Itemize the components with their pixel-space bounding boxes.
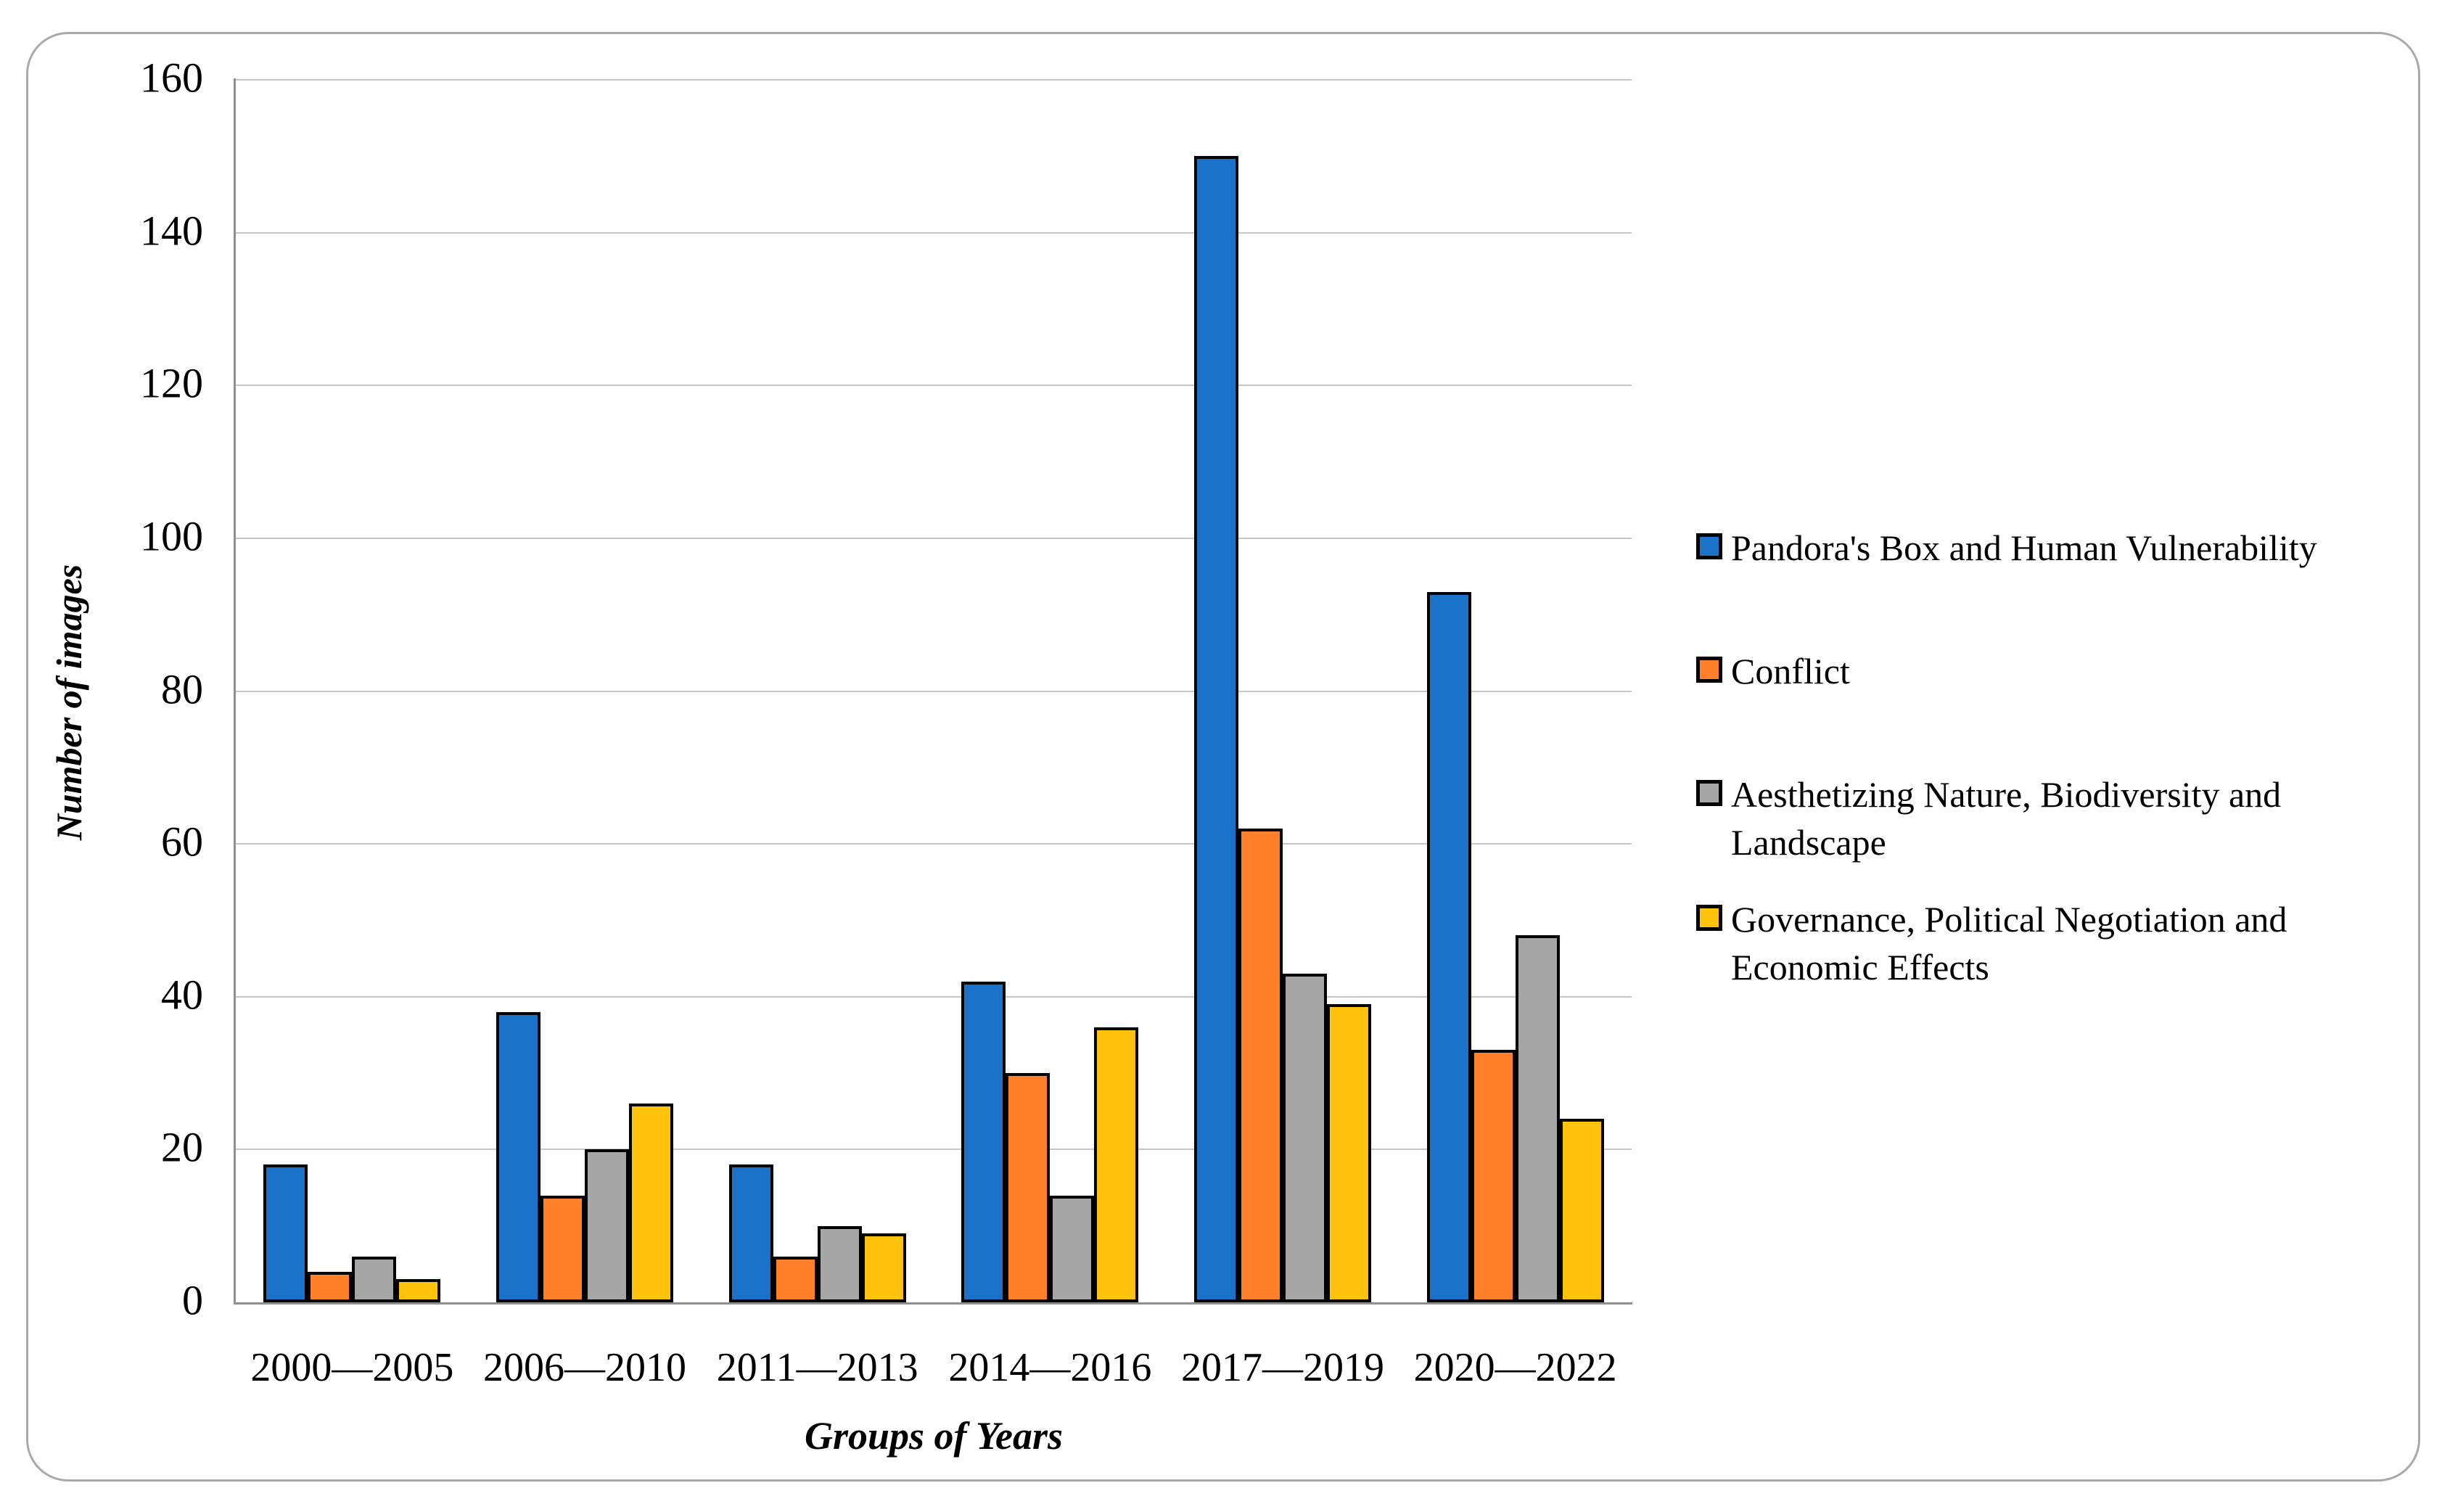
legend-item: Pandora's Box and Human Vulnerability [1696,524,2429,572]
gridline [236,1149,1632,1151]
bar-series4-group5 [1326,1004,1371,1302]
bar-series1-group1 [263,1164,308,1302]
gridline [236,385,1632,387]
x-tick-label: 2011—2013 [716,1345,918,1390]
x-axis-title: Groups of Years [804,1414,1064,1458]
x-tick-label: 2014—2016 [948,1345,1152,1390]
y-tick-label: 160 [140,54,203,102]
gridline [236,690,1632,692]
x-tick-label: 2000—2005 [250,1345,454,1390]
y-tick-label: 140 [140,207,203,255]
bar-group-2017-2019 [1167,80,1399,1302]
bar-series2-group5 [1238,829,1283,1302]
y-tick-label: 20 [161,1124,203,1172]
x-tick-label: 2017—2019 [1180,1345,1384,1390]
bar-group-2006-2010 [469,80,702,1302]
bar-series4-group3 [861,1233,906,1302]
y-tick-label: 60 [161,818,203,866]
bar-series4-group6 [1559,1119,1604,1302]
y-tick-label: 80 [161,665,203,713]
x-tick-label: 2006—2010 [482,1345,686,1390]
bar-series2-group4 [1006,1073,1051,1302]
bar-series4-group1 [396,1279,441,1302]
legend-swatch-icon [1696,657,1722,683]
bar-series4-group4 [1094,1027,1139,1302]
y-tick-label: 120 [140,359,203,407]
legend-swatch-icon [1696,533,1722,559]
legend-label: Governance, Political Negotiation and Ec… [1731,899,2287,987]
x-axis-line [234,1302,1632,1304]
chart-legend: Pandora's Box and Human Vulnerability Con… [1696,524,2429,991]
bar-group-2014-2016 [934,80,1167,1302]
bar-series2-group3 [773,1257,818,1302]
bar-series3-group3 [817,1226,862,1302]
bar-series1-group3 [728,1164,773,1302]
legend-label: Pandora's Box and Human Vulnerability [1731,527,2317,568]
gridline [236,79,1632,81]
x-tick-label: 2020—2022 [1413,1345,1617,1390]
legend-item: Conflict [1696,647,2429,695]
legend-swatch-icon [1696,905,1722,931]
bar-series3-group6 [1515,935,1560,1302]
bar-series4-group2 [628,1104,673,1302]
legend-item: Governance, Political Negotiation and Ec… [1696,895,2429,991]
bar-group-2011-2013 [701,80,934,1302]
bar-series1-group5 [1193,156,1238,1302]
bar-series1-group4 [961,982,1006,1302]
bar-series3-group1 [352,1257,397,1302]
bar-group-2000-2005 [236,80,469,1302]
gridline [236,995,1632,998]
figure-border [26,32,2420,1482]
bar-group-2020-2022 [1399,80,1632,1302]
bar-series3-group2 [584,1149,629,1302]
y-tick-label: 0 [182,1276,203,1324]
legend-label: Conflict [1731,651,1850,691]
gridline [236,537,1632,539]
y-tick-label: 100 [140,512,203,560]
bar-series1-group6 [1426,592,1471,1302]
bar-series2-group1 [308,1272,353,1302]
bar-series1-group2 [496,1012,540,1302]
bar-series3-group5 [1282,974,1327,1302]
y-axis-line [234,78,236,1302]
legend-label: Aesthetizing Nature, Biodiversity and La… [1731,774,2282,863]
gridline [236,843,1632,845]
y-tick-label: 40 [161,971,203,1019]
legend-item: Aesthetizing Nature, Biodiversity and La… [1696,771,2429,866]
bar-series3-group4 [1050,1196,1095,1302]
legend-swatch-icon [1696,780,1722,806]
bar-series2-group6 [1471,1050,1516,1302]
bar-series2-group2 [540,1196,585,1302]
gridline [236,231,1632,234]
